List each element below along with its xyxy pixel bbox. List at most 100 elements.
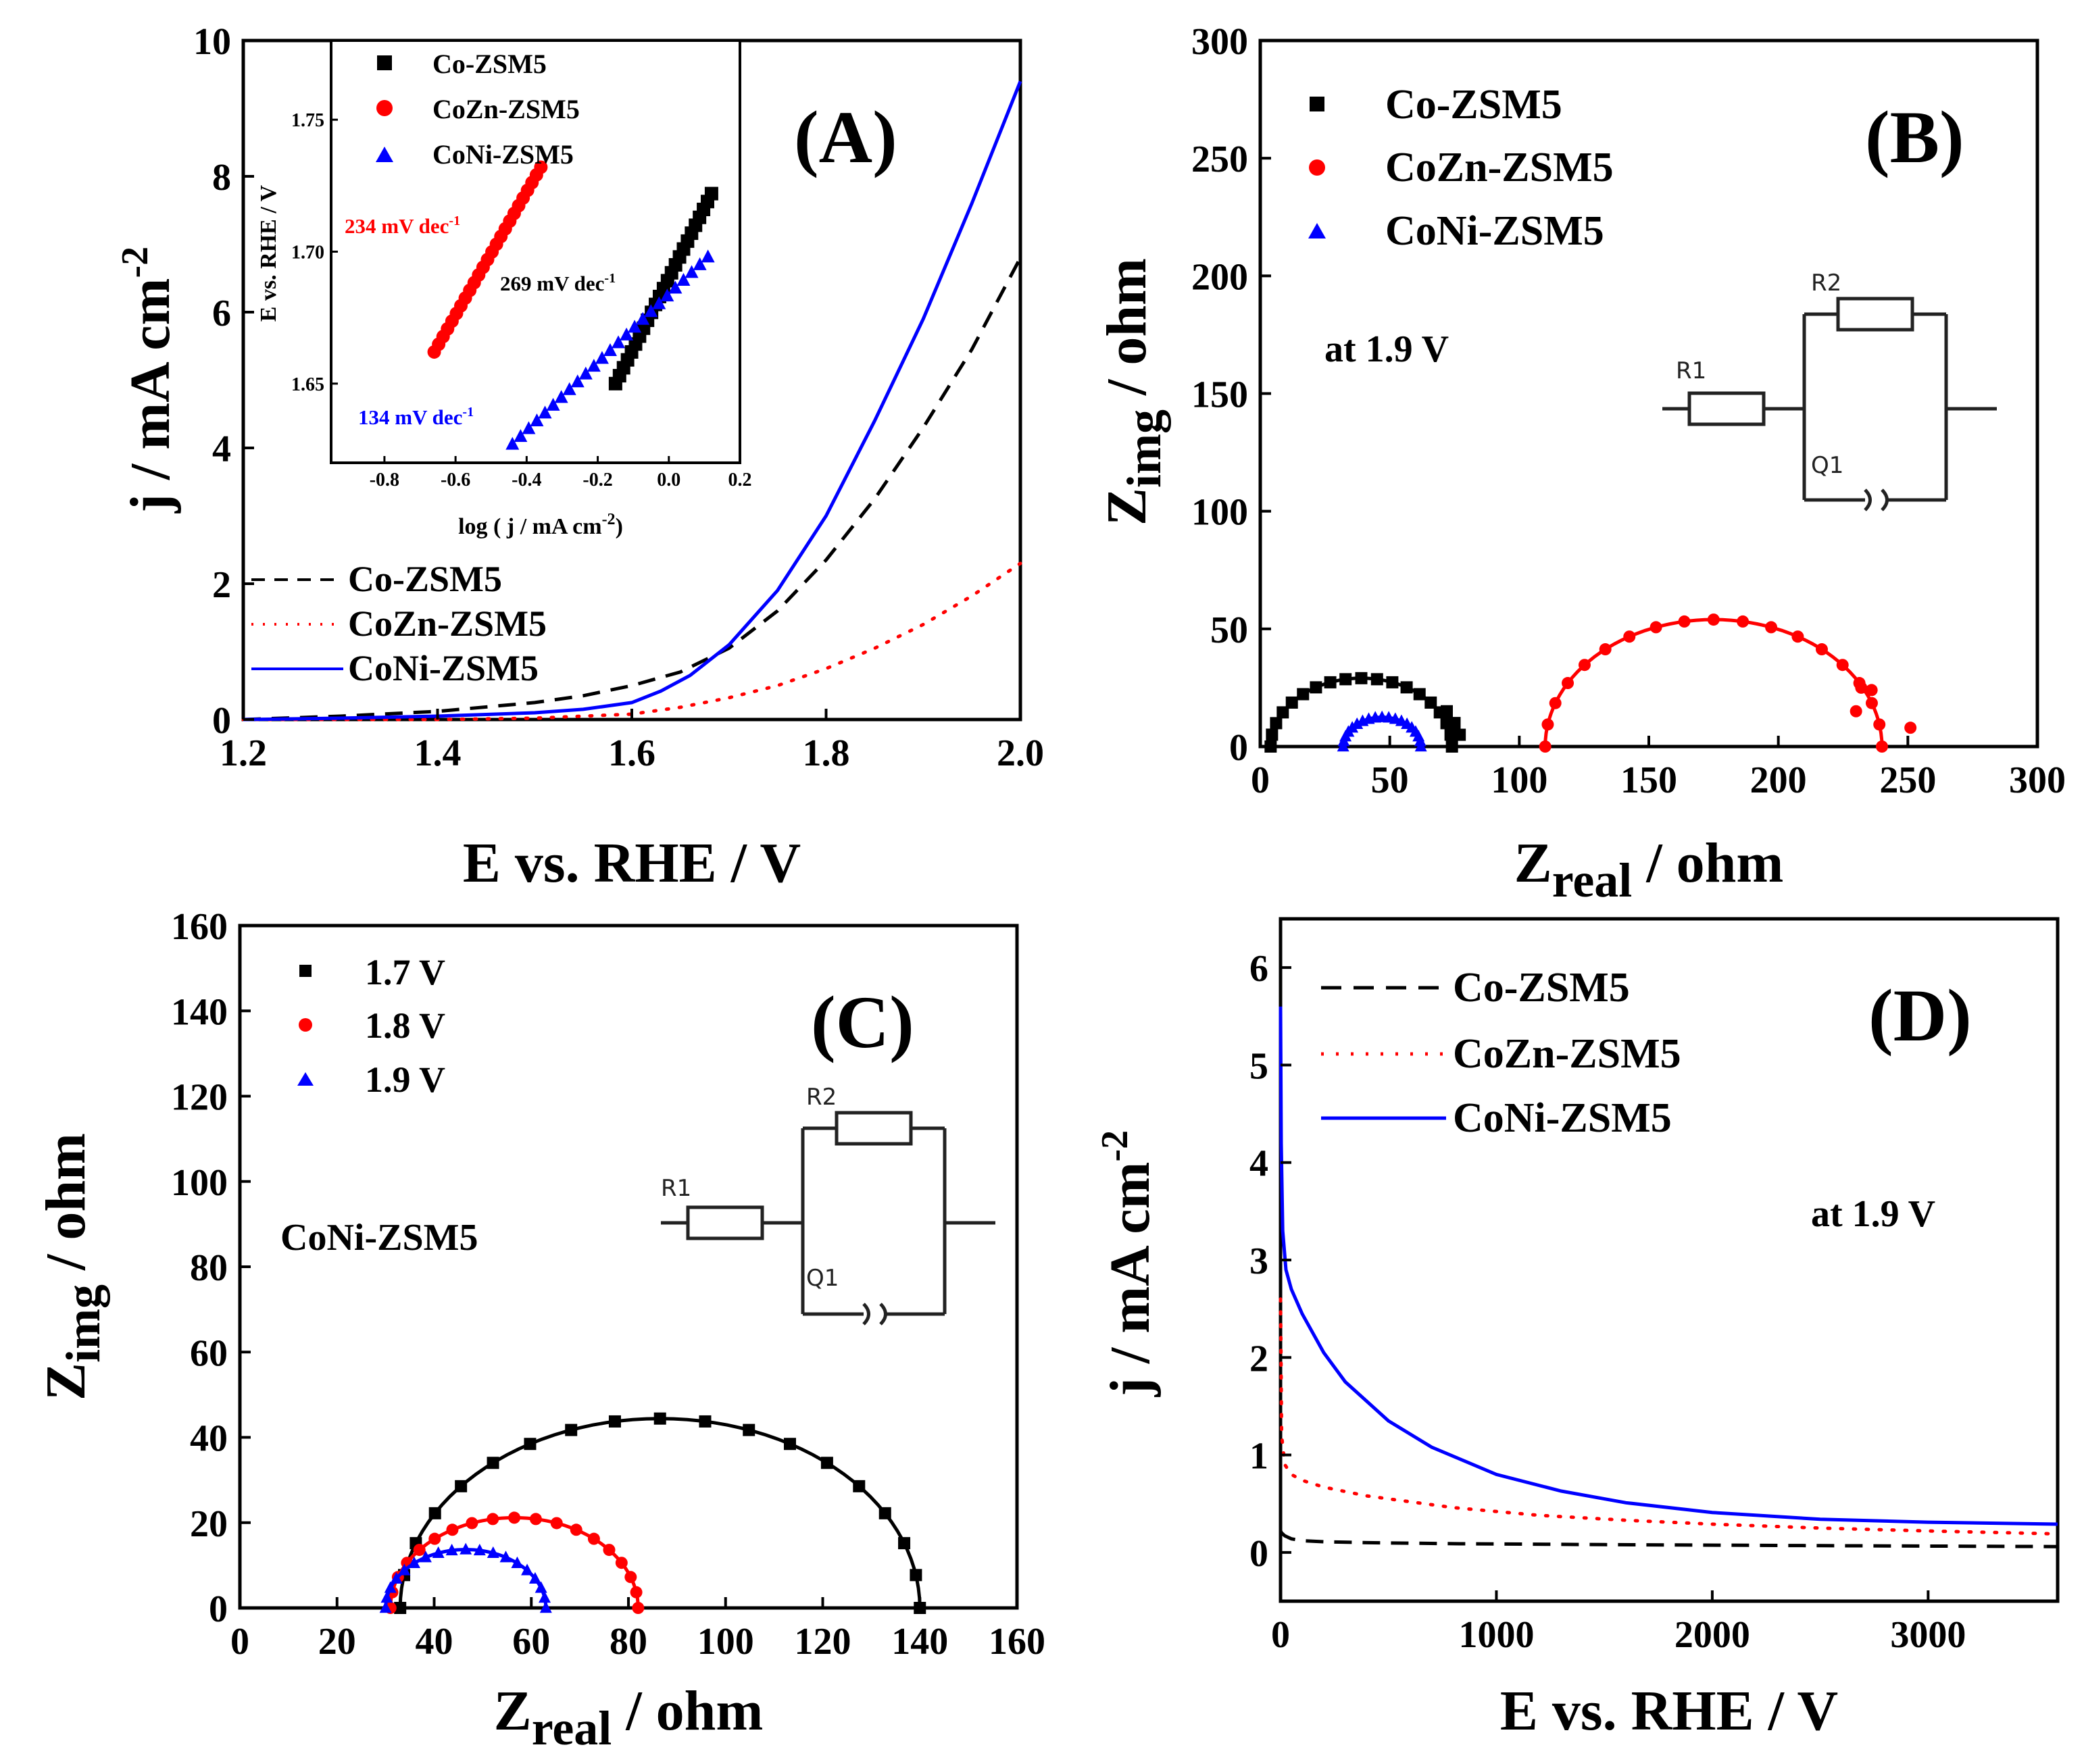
panel-a: 1.2 1.4 1.6 1.8 2.0 0 2 4 6 8 10 (A) E vs. RHE / … — [114, 21, 1044, 894]
panel-b-point-coni-zsm5 — [1414, 740, 1427, 752]
panel-d-legend-coni: CoNi-ZSM5 — [1453, 1095, 1672, 1141]
panel-d-y-tick-label: 2 — [1249, 1338, 1268, 1380]
panel-b-point-cozn-zsm5 — [1539, 740, 1552, 753]
circuit-resistor-r1 — [1687, 391, 1766, 426]
panel-c-point-1-8-v — [446, 1523, 459, 1536]
panel-b-point-cozn-zsm5 — [1873, 718, 1886, 731]
panel-c-legend-marker-19 — [297, 1072, 314, 1086]
panel-b-point-co-zsm5 — [1386, 676, 1399, 688]
panel-c-point-1-9-v — [535, 1581, 547, 1593]
panel-a-y-label-main: j / mA cm — [119, 278, 182, 514]
inset-point-coni-zsm5 — [612, 335, 626, 349]
panel-c-y-label-sub: img — [56, 1284, 110, 1363]
inset-y-ticks: 1.65 1.70 1.75 — [291, 110, 338, 395]
circuit-resistor-r1 — [686, 1205, 764, 1240]
panel-b-point-cozn-zsm5 — [1649, 621, 1662, 634]
circuit-label-r2: R2 — [806, 1084, 837, 1111]
panel-b-point-cozn-zsm5 — [1876, 740, 1888, 753]
panel-c-point-1-9-v — [398, 1563, 411, 1576]
inset-annotation-coni-sup: -1 — [462, 405, 474, 420]
panel-c-y-tick-label: 20 — [190, 1503, 228, 1545]
panel-b-point-co-zsm5 — [1324, 676, 1337, 688]
inset-annotation-cozn-sup: -1 — [449, 213, 460, 228]
panel-d-x-label: E vs. RHE / V — [1500, 1680, 1838, 1742]
inset-point-coni-zsm5 — [522, 421, 536, 434]
panel-c-point-1-7-v — [898, 1537, 911, 1550]
panel-d-y-tick-label: 1 — [1249, 1436, 1268, 1478]
inset-point-coni-zsm5 — [554, 390, 568, 403]
panel-c-legend: 1.7 V 1.8 V 1.9 V — [297, 952, 445, 1100]
panel-c-x-tick-label: 40 — [416, 1621, 453, 1663]
panel-c-point-1-9-v — [432, 1546, 445, 1558]
panel-c-x-label-sub: real — [532, 1701, 612, 1755]
panel-c-point-1-7-v — [487, 1457, 499, 1469]
panel-c-point-1-7-v — [820, 1457, 833, 1469]
panel-c-point-1-8-v — [413, 1544, 426, 1557]
inset-point-coni-zsm5 — [676, 272, 691, 286]
inset-legend-marker-cozn — [376, 100, 393, 116]
panel-c-point-1-8-v — [615, 1557, 628, 1569]
panel-b-point-co-zsm5 — [1413, 688, 1426, 701]
panel-c-point-1-7-v — [743, 1423, 755, 1436]
panel-c-point-1-9-v — [390, 1571, 403, 1584]
panel-b-y-tick-label: 100 — [1191, 492, 1248, 534]
panel-c-legend-18: 1.8 V — [365, 1005, 445, 1046]
panel-b-point-cozn-zsm5 — [1865, 697, 1878, 709]
inset-point-coni-zsm5 — [578, 366, 593, 380]
panel-b-x-tick-label: 300 — [2009, 759, 2066, 801]
panel-c-x-label: Zreal / ohm — [494, 1680, 764, 1755]
panel-b-x-tick-label: 250 — [1879, 759, 1936, 801]
inset-x-tick-label: 0.2 — [728, 470, 752, 490]
panel-b-x-label-main: Z — [1514, 832, 1552, 894]
inset-point-coni-zsm5 — [620, 327, 634, 341]
panel-c-point-1-8-v — [603, 1544, 616, 1557]
panel-b-y-ticks: 0 50 100 150 200 250 300 — [1191, 21, 1271, 769]
panel-c-point-1-9-v — [445, 1543, 458, 1556]
panel-d-y-label: j / mA cm-2 — [1094, 1130, 1162, 1397]
panel-c-point-1-9-v — [487, 1546, 499, 1558]
panel-b-circuit: R1 R2 Q1 — [1662, 270, 1997, 511]
panel-b-legend-marker-co — [1310, 97, 1324, 111]
inset-annotation-co-sup: -1 — [604, 271, 616, 286]
panel-c-y-tick-label: 100 — [171, 1162, 228, 1204]
panel-a-x-ticks: 1.2 1.4 1.6 1.8 2.0 — [220, 709, 1044, 774]
panel-c-point-1-8-v — [570, 1523, 582, 1536]
panel-b-point-cozn-zsm5 — [1791, 630, 1804, 643]
panel-a-x-tick-label: 1.8 — [803, 732, 850, 774]
inset-legend-marker-coni — [376, 147, 393, 162]
panel-a-label: (A) — [794, 96, 897, 178]
inset-point-coni-zsm5 — [668, 280, 683, 294]
panel-c-x-tick-label: 0 — [230, 1621, 249, 1663]
panel-b-x-tick-label: 200 — [1750, 759, 1807, 801]
panel-b-x-tick-label: 50 — [1371, 759, 1409, 801]
panel-c-point-1-7-v — [455, 1480, 468, 1492]
inset-point-cozn-zsm5 — [534, 160, 548, 174]
circuit-resistor-r2 — [835, 1111, 913, 1146]
panel-a-y-label: j / mA cm-2 — [114, 247, 182, 513]
panel-a-x-label: E vs. RHE / V — [463, 832, 801, 894]
inset-point-coni-zsm5 — [505, 436, 520, 450]
panel-b-point-cozn-zsm5 — [1815, 643, 1828, 656]
inset-legend-co: Co-ZSM5 — [432, 49, 547, 79]
panel-c-point-1-9-v — [473, 1543, 486, 1556]
panel-d-x-tick-label: 1000 — [1458, 1614, 1534, 1656]
panel-c-point-1-8-v — [487, 1513, 499, 1526]
panel-b-point-co-zsm5 — [1266, 728, 1279, 741]
panel-b-point-co-zsm5 — [1310, 681, 1322, 694]
panel-a-x-tick-label: 1.2 — [220, 732, 267, 774]
inset-x-label-main: log ( j / mA cm — [458, 514, 601, 539]
panel-c-point-1-7-v — [878, 1507, 891, 1519]
inset-x-label-sup: -2 — [602, 511, 616, 528]
panel-d-x-tick-label: 0 — [1271, 1614, 1290, 1656]
panel-c-x-tick-label: 60 — [512, 1621, 550, 1663]
panel-d-y-tick-label: 5 — [1249, 1045, 1268, 1087]
panel-b-point-cozn-zsm5 — [1836, 659, 1849, 672]
inset-y-tick-label: 1.65 — [291, 374, 324, 395]
panel-b-point-cozn-zsm5 — [1855, 681, 1868, 694]
panel-b-point-cozn-zsm5 — [1904, 722, 1917, 734]
panel-b-point-cozn-zsm5 — [1678, 615, 1691, 628]
inset-annotation-cozn-main: 234 mV dec — [345, 214, 449, 238]
panel-c-y-label: Zimg / ohm — [34, 1133, 110, 1401]
panel-c-x-tick-label: 20 — [318, 1621, 356, 1663]
circuit-label-r2: R2 — [1811, 270, 1841, 297]
